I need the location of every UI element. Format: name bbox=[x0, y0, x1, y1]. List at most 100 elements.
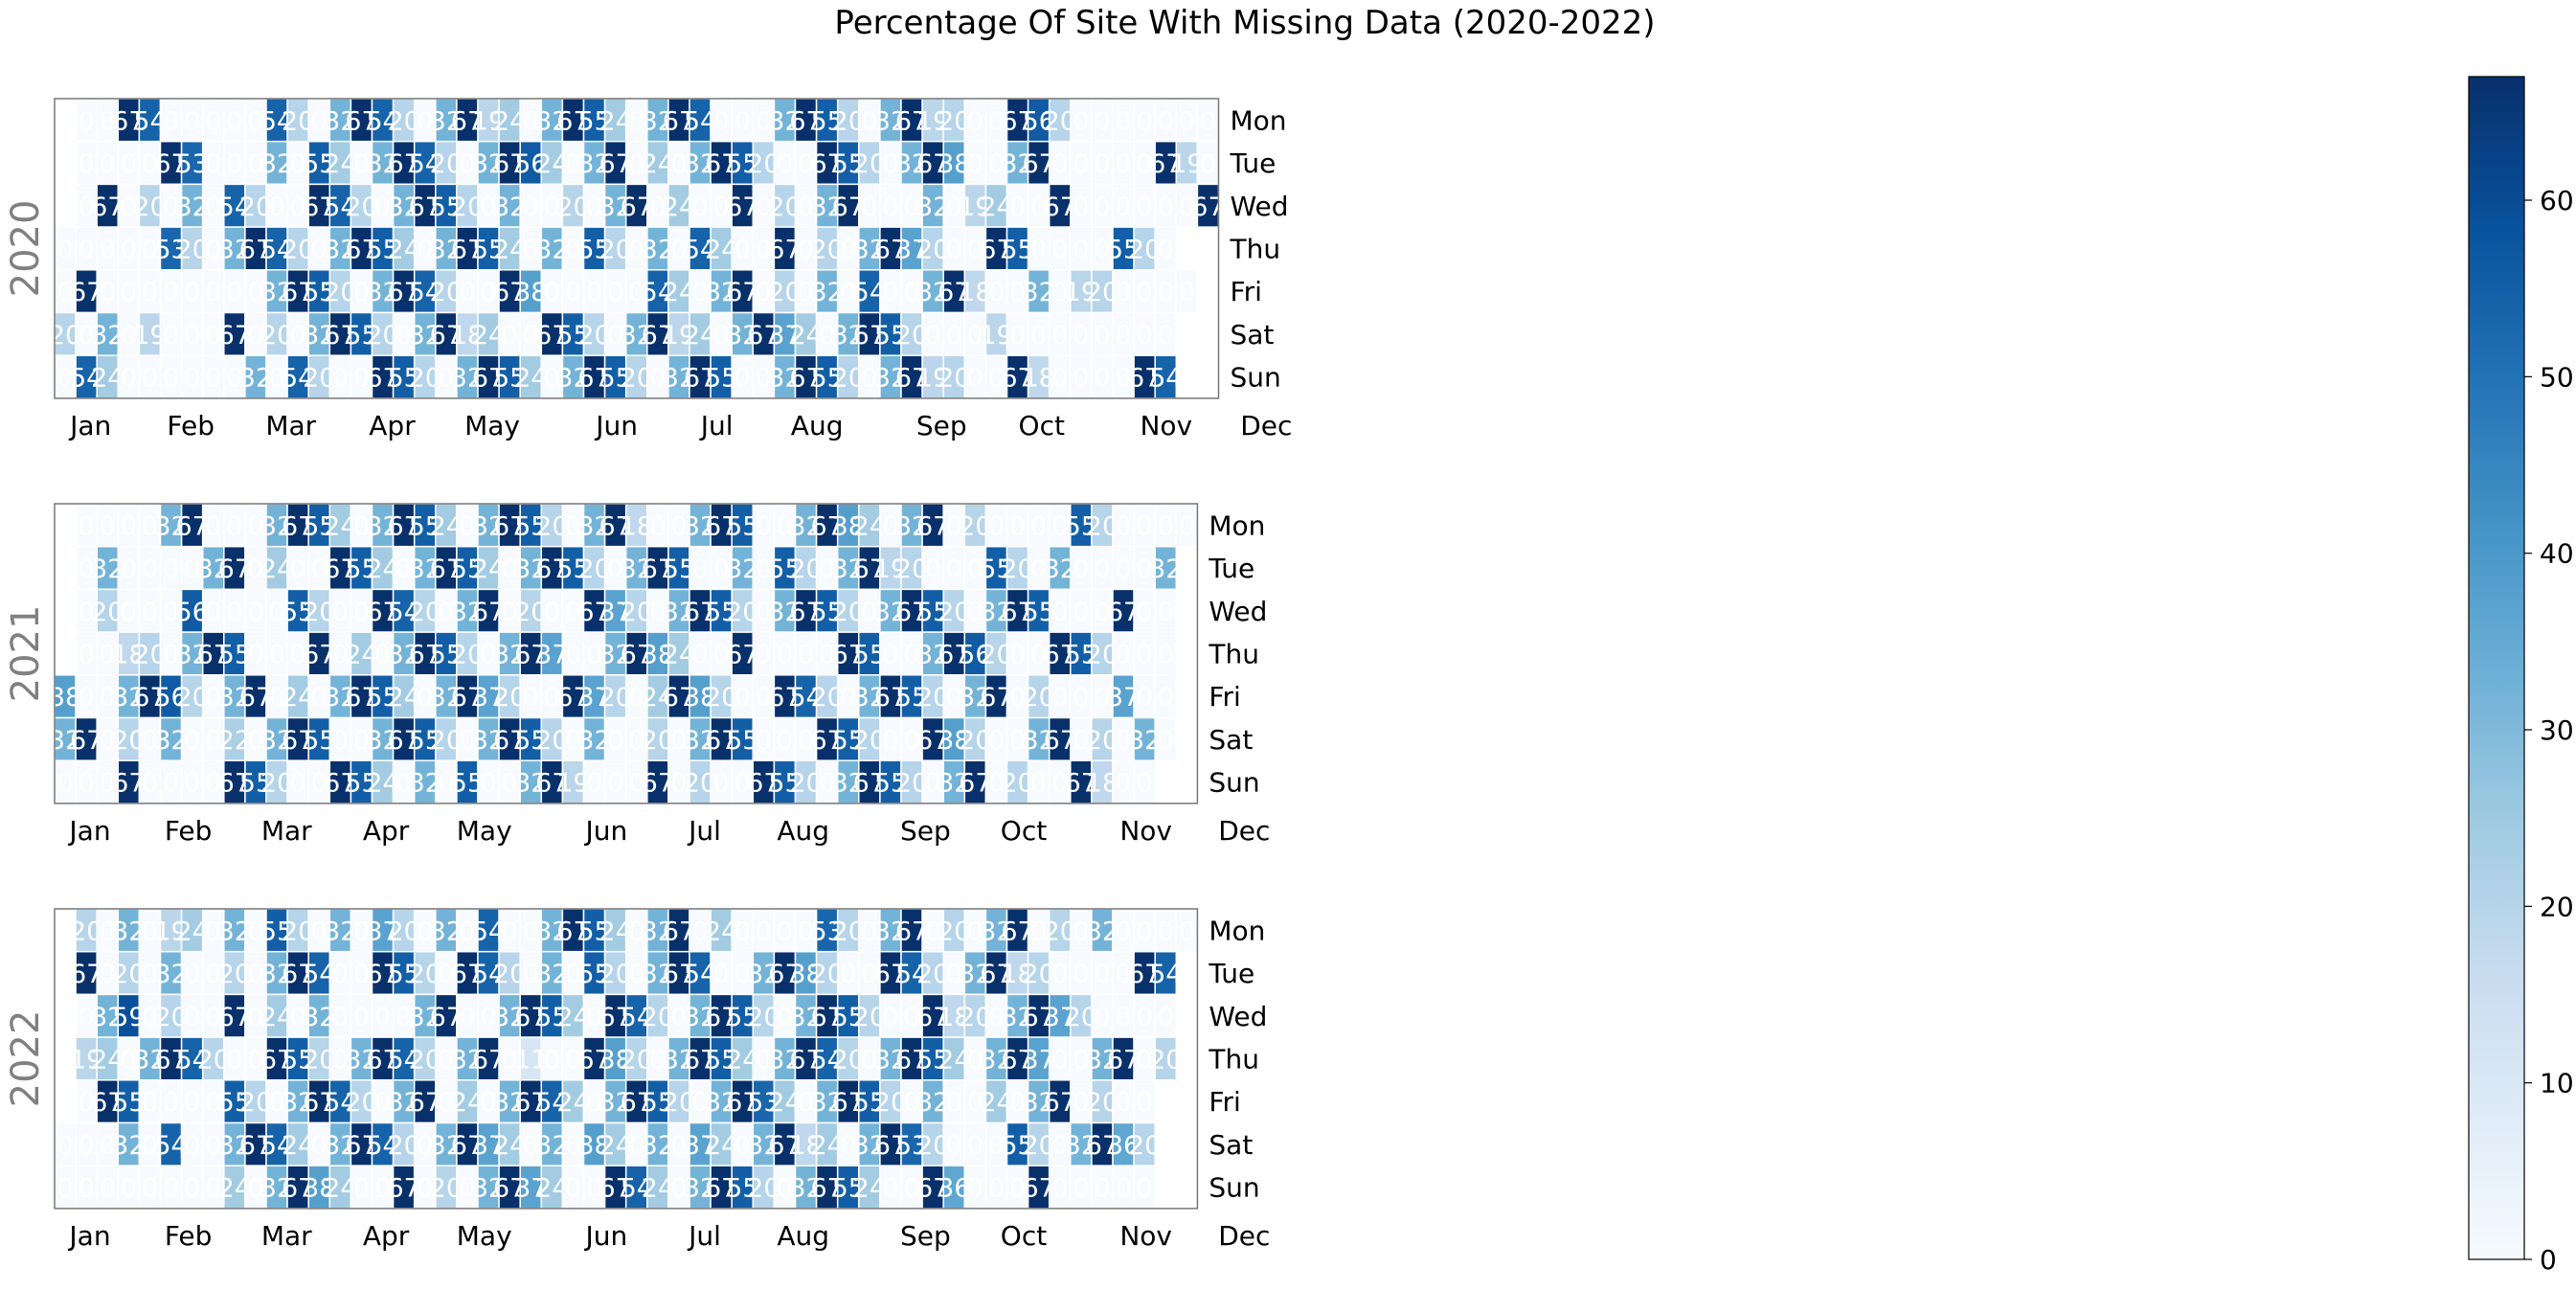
cell-value-label: 0 bbox=[205, 235, 221, 264]
cell-value-label: 0 bbox=[756, 511, 772, 541]
month-label: Jul bbox=[687, 815, 721, 847]
weekday-label: Sun bbox=[1209, 767, 1259, 799]
cell-value-label: 0 bbox=[713, 960, 730, 989]
cell-value-label: 0 bbox=[967, 235, 983, 264]
cell-value-label: 0 bbox=[1137, 321, 1153, 351]
cell-value-label: 0 bbox=[56, 769, 73, 799]
cell-value-label: 0 bbox=[691, 278, 708, 307]
cell-value-label: 0 bbox=[1137, 917, 1153, 946]
cell-value-label: 0 bbox=[163, 769, 179, 799]
month-label: Dec bbox=[1218, 815, 1270, 847]
cell-value-label: 0 bbox=[1179, 106, 1195, 136]
cell-value-label: 0 bbox=[607, 278, 623, 307]
cell-value-label: 0 bbox=[1115, 640, 1131, 669]
cell-value-label: 0 bbox=[586, 769, 602, 799]
cell-value-label: 0 bbox=[311, 106, 328, 136]
cell-value-label: 20 bbox=[1128, 1131, 1161, 1161]
cell-value-label: 0 bbox=[184, 1131, 200, 1161]
cell-value-label: 0 bbox=[205, 364, 221, 394]
cell-value-label: 0 bbox=[268, 364, 284, 394]
cell-value-label: 0 bbox=[1094, 364, 1110, 394]
cell-value-label: 0 bbox=[713, 321, 730, 351]
cell-value-label: 0 bbox=[1158, 917, 1174, 946]
cell-value-label: 0 bbox=[628, 149, 644, 179]
cell-value-label: 0 bbox=[1115, 1088, 1131, 1118]
cell-value-label: 0 bbox=[226, 278, 242, 307]
cell-value-label: 0 bbox=[205, 321, 221, 351]
cell-value-label: 0 bbox=[459, 1003, 475, 1032]
cell-value-label: 0 bbox=[649, 511, 666, 541]
cell-value-label: 0 bbox=[670, 149, 687, 179]
cell-value-label: 0 bbox=[121, 192, 137, 222]
cell-value-label: 0 bbox=[374, 1003, 391, 1032]
cell-value-label: 0 bbox=[1158, 106, 1174, 136]
cell-value-label: 0 bbox=[184, 1088, 200, 1118]
weekday-label: Wed bbox=[1209, 1001, 1267, 1032]
cell-value-label: 0 bbox=[1158, 598, 1174, 627]
cell-value-label: 0 bbox=[988, 511, 1005, 541]
cell-value-label: 0 bbox=[1137, 769, 1153, 799]
cell-value-label: 0 bbox=[56, 278, 73, 307]
cell-value-label: 0 bbox=[1051, 598, 1068, 627]
cell-value-label: 0 bbox=[205, 511, 221, 541]
cell-value-label: 0 bbox=[247, 278, 263, 307]
cell-value-label: 0 bbox=[79, 640, 95, 669]
cell-value-label: 0 bbox=[882, 640, 898, 669]
weekday-label: Thu bbox=[1208, 638, 1259, 669]
cell-value-label: 0 bbox=[1094, 192, 1110, 222]
cell-value-label: 0 bbox=[290, 321, 306, 351]
cell-value-label: 0 bbox=[1051, 149, 1068, 179]
cell-value-label: 0 bbox=[586, 192, 602, 222]
cell-value-label: 0 bbox=[1115, 192, 1131, 222]
cell-value-label: 0 bbox=[1158, 511, 1174, 541]
cell-value-label: 0 bbox=[332, 960, 349, 989]
cell-value-label: 0 bbox=[417, 106, 433, 136]
cell-value-label: 0 bbox=[163, 1174, 179, 1204]
cell-value-label: 0 bbox=[121, 364, 137, 394]
month-label: Aug bbox=[777, 815, 829, 847]
cell-value-label: 0 bbox=[946, 554, 962, 584]
cell-value-label: 0 bbox=[1179, 278, 1195, 307]
cell-value-label: 0 bbox=[480, 769, 496, 799]
cell-value-label: 0 bbox=[184, 960, 200, 989]
cell-value-label: 0 bbox=[734, 364, 751, 394]
colorbar-tick-label: 0 bbox=[2540, 1244, 2557, 1276]
cell-value-label: 0 bbox=[142, 598, 158, 627]
cell-value-label: 0 bbox=[777, 917, 793, 946]
weekday-label: Sat bbox=[1231, 319, 1275, 351]
cell-value-label: 0 bbox=[882, 192, 898, 222]
cell-value-label: 0 bbox=[459, 278, 475, 307]
cell-value-label: 0 bbox=[1179, 511, 1195, 541]
cell-value-label: 0 bbox=[756, 640, 772, 669]
cell-value-label: 0 bbox=[163, 364, 179, 394]
month-label: Mar bbox=[265, 410, 316, 441]
cell-value-label: 0 bbox=[184, 726, 200, 756]
cell-value-label: 0 bbox=[565, 1174, 581, 1204]
weekday-label: Mon bbox=[1231, 104, 1287, 136]
cell-value-label: 0 bbox=[480, 192, 496, 222]
month-label: Mar bbox=[261, 1220, 312, 1252]
cell-value-label: 54 bbox=[1149, 364, 1182, 394]
cell-value-label: 0 bbox=[226, 364, 242, 394]
cell-value-label: 54 bbox=[1149, 960, 1182, 989]
cell-value-label: 0 bbox=[882, 149, 898, 179]
cell-value-label: 0 bbox=[967, 321, 983, 351]
cell-value-label: 0 bbox=[1137, 149, 1153, 179]
weekday-label: Fri bbox=[1231, 276, 1262, 307]
month-label: Oct bbox=[1019, 410, 1065, 441]
cell-value-label: 0 bbox=[523, 321, 539, 351]
cell-value-label: 0 bbox=[1030, 511, 1047, 541]
cell-value-label: 0 bbox=[1115, 1003, 1131, 1032]
cell-value-label: 0 bbox=[290, 769, 306, 799]
cell-value-label: 0 bbox=[734, 106, 751, 136]
cell-value-label: 0 bbox=[1115, 511, 1131, 541]
cell-value-label: 0 bbox=[1137, 511, 1153, 541]
cell-value-label: 0 bbox=[1115, 149, 1131, 179]
month-label: Sep bbox=[900, 1220, 951, 1252]
cell-value-label: 0 bbox=[79, 149, 95, 179]
cell-value-label: 0 bbox=[142, 278, 158, 307]
cell-value-label: 0 bbox=[100, 235, 116, 264]
cell-value-label: 0 bbox=[1051, 683, 1068, 713]
weekday-label: Mon bbox=[1209, 509, 1265, 541]
cell-value-label: 0 bbox=[1094, 321, 1110, 351]
